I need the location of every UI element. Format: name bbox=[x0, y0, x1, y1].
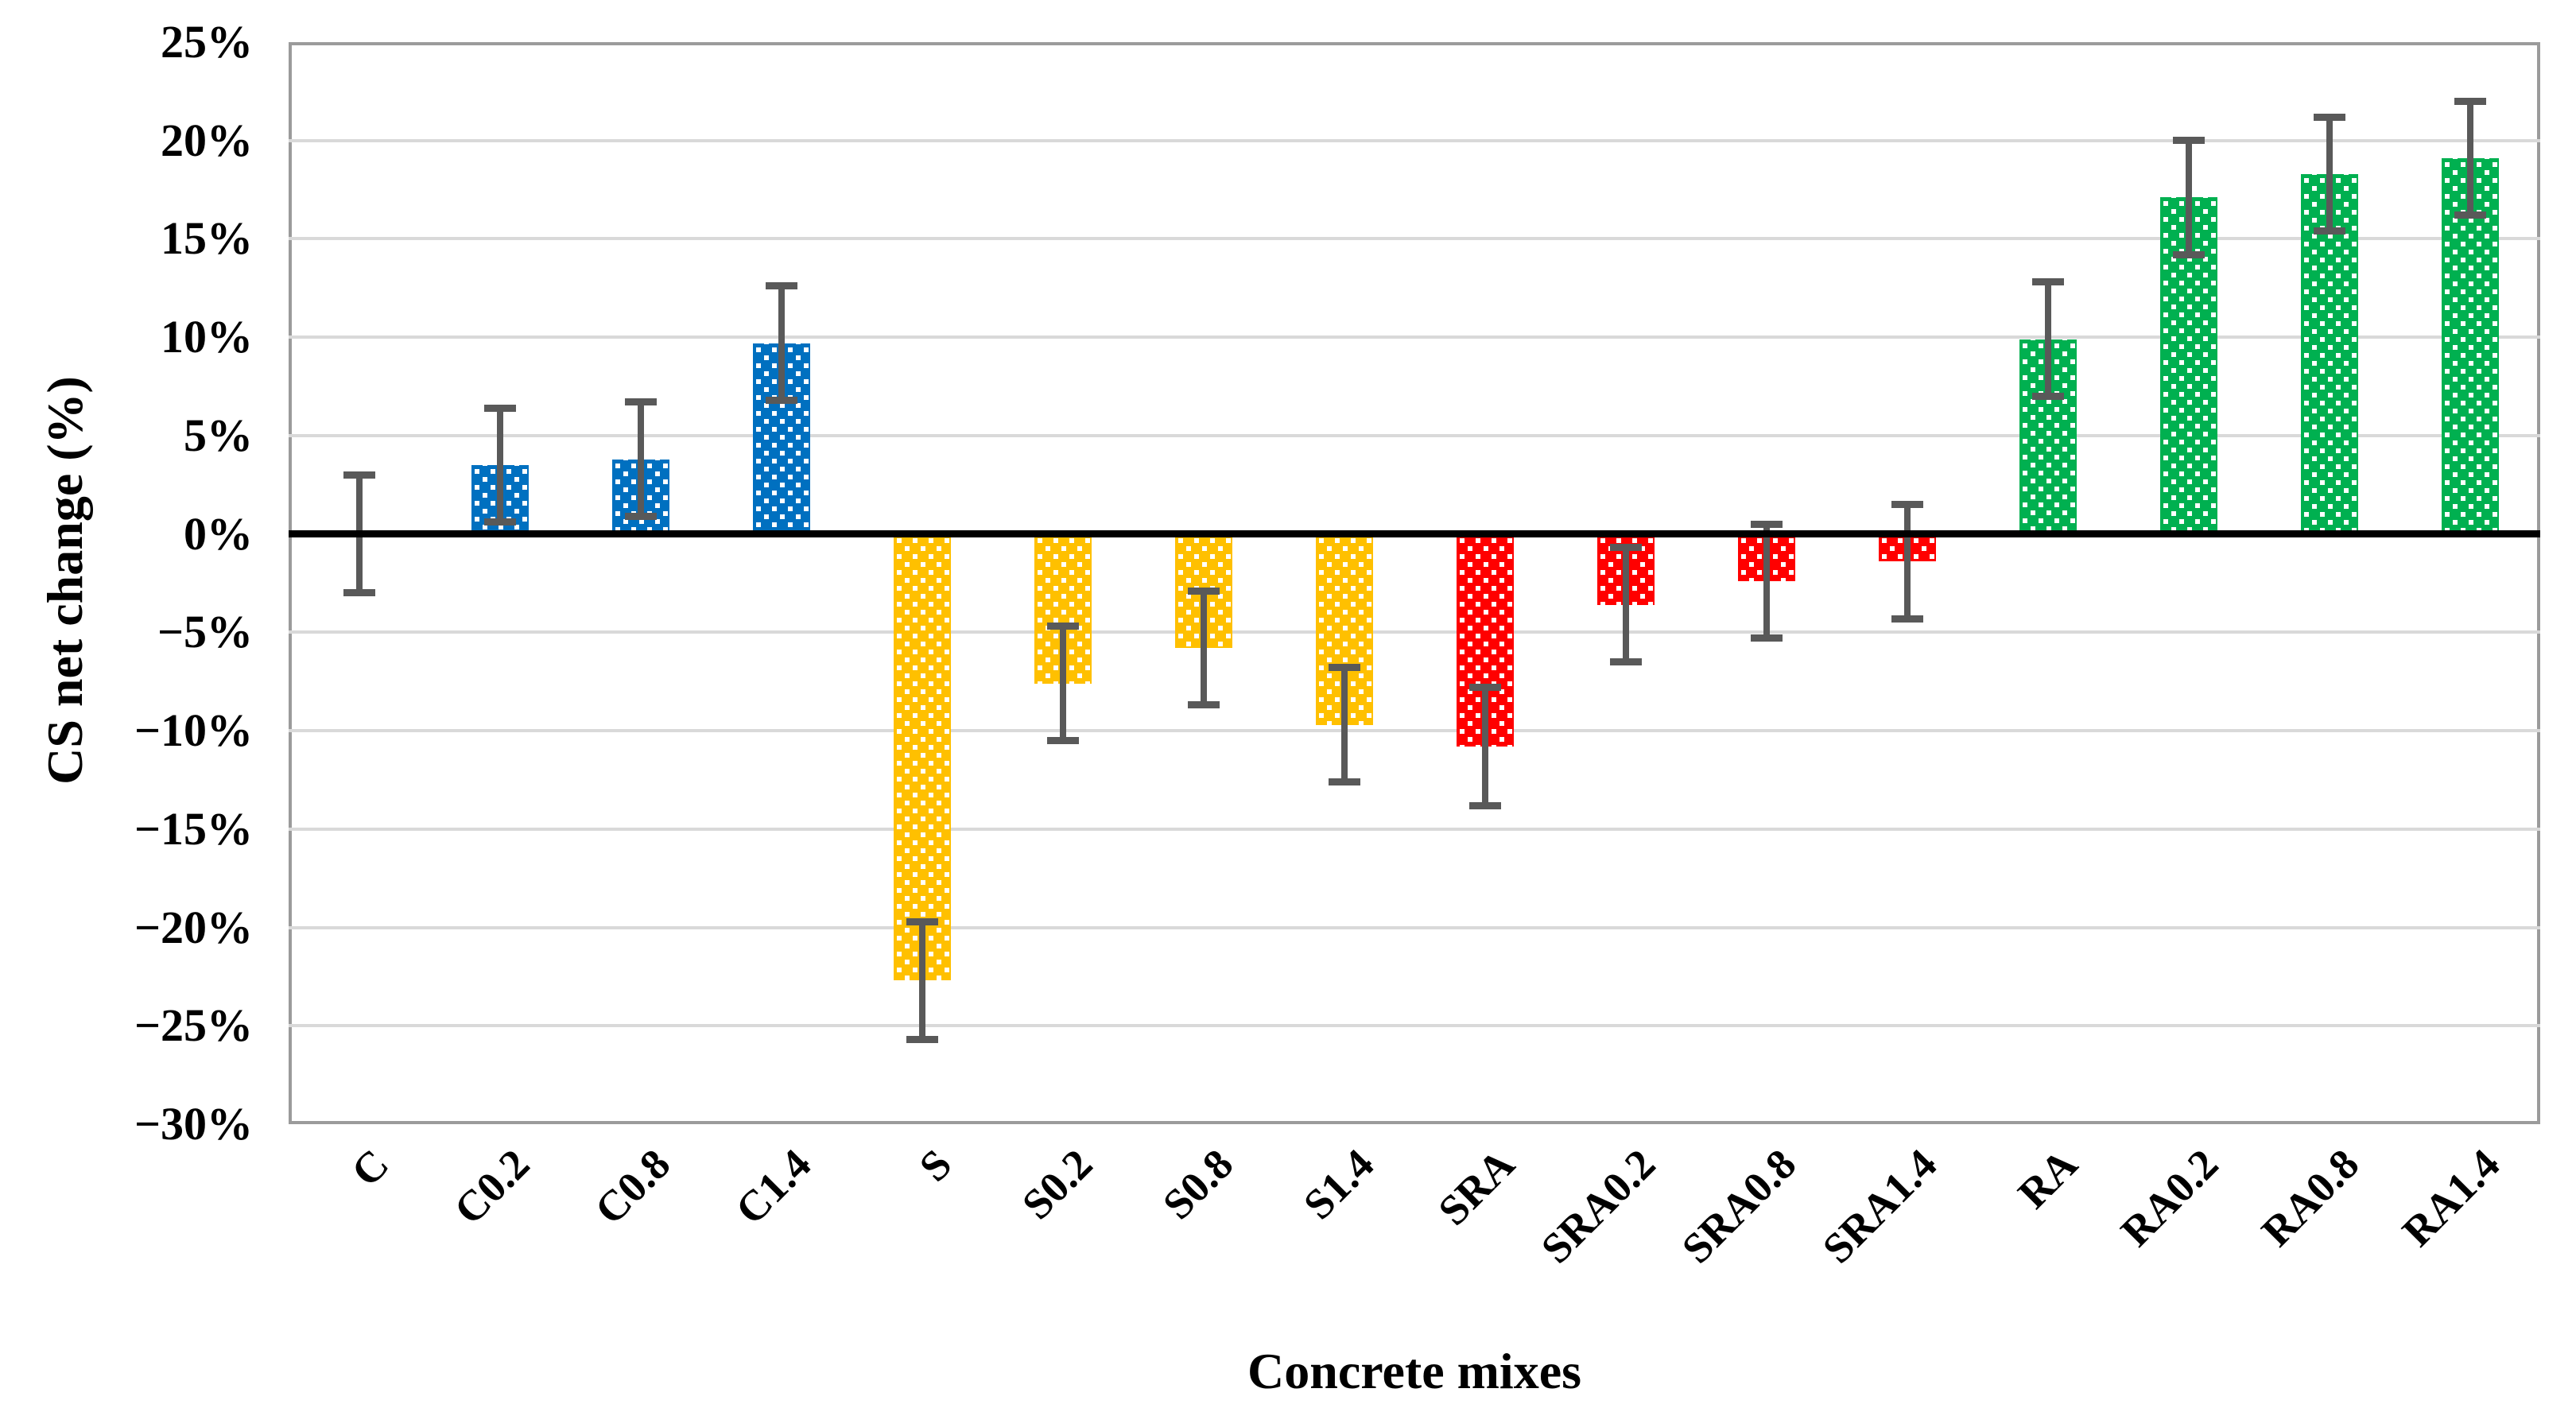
gridline--15 bbox=[289, 827, 2540, 831]
error-bar-cap-top-RA0.2 bbox=[2172, 137, 2205, 145]
error-bar-line-S bbox=[918, 921, 925, 1040]
gridline-15 bbox=[289, 237, 2540, 241]
y-tick-label: 10% bbox=[161, 311, 253, 363]
error-bar-cap-bottom-S bbox=[906, 1036, 938, 1044]
x-tick-label-C0.8: C0.8 bbox=[585, 1139, 679, 1234]
zero-axis-line bbox=[289, 530, 2540, 538]
error-bar-cap-top-SRA0.2 bbox=[1609, 544, 1642, 552]
error-bar-cap-top-RA bbox=[2031, 278, 2064, 286]
y-tick-label: −25% bbox=[134, 999, 253, 1052]
error-bar-cap-top-S1.4 bbox=[1328, 664, 1360, 672]
gridline-5 bbox=[289, 433, 2540, 437]
error-bar-cap-top-SRA bbox=[1468, 684, 1501, 692]
error-bar-cap-top-C bbox=[343, 471, 375, 479]
error-bar-line-SRA1.4 bbox=[1903, 504, 1911, 619]
y-tick-label: 0% bbox=[184, 507, 253, 560]
bar-S bbox=[893, 533, 951, 981]
x-tick-label-RA1.4: RA1.4 bbox=[2392, 1139, 2508, 1256]
error-bar-cap-top-RA1.4 bbox=[2454, 97, 2486, 105]
x-tick-label-SRA1.4: SRA1.4 bbox=[1813, 1139, 1946, 1273]
x-tick-label-SRA0.2: SRA0.2 bbox=[1531, 1139, 1664, 1273]
error-bar-line-SRA0.2 bbox=[1622, 547, 1629, 662]
error-bar-cap-bottom-S0.8 bbox=[1187, 701, 1220, 709]
error-bar-line-SRA bbox=[1481, 687, 1488, 806]
error-bar-cap-bottom-SRA0.8 bbox=[1750, 634, 1783, 642]
y-tick-label: 15% bbox=[161, 212, 253, 265]
y-tick-label: 25% bbox=[161, 16, 253, 68]
x-tick-label-S1.4: S1.4 bbox=[1294, 1139, 1383, 1229]
bar-RA1.4 bbox=[2441, 157, 2499, 534]
error-bar-cap-bottom-RA0.8 bbox=[2313, 227, 2345, 235]
error-bar-cap-top-S0.2 bbox=[1046, 623, 1079, 630]
error-bar-cap-top-C0.8 bbox=[624, 398, 657, 406]
bar-C1.4 bbox=[752, 343, 810, 534]
x-tick-label-S0.2: S0.2 bbox=[1012, 1139, 1101, 1229]
error-bar-cap-top-C1.4 bbox=[765, 282, 797, 290]
error-bar-cap-bottom-RA bbox=[2031, 392, 2064, 400]
error-bar-line-S0.2 bbox=[1059, 626, 1066, 741]
y-tick-label: −20% bbox=[134, 901, 253, 953]
x-tick-label-RA: RA bbox=[2008, 1139, 2086, 1218]
error-bar-cap-bottom-SRA bbox=[1468, 801, 1501, 809]
error-bar-cap-top-S bbox=[906, 917, 938, 925]
x-axis-title: Concrete mixes bbox=[1247, 1343, 1581, 1399]
x-tick-label-S0.8: S0.8 bbox=[1153, 1139, 1242, 1229]
error-bar-cap-bottom-C1.4 bbox=[765, 396, 797, 404]
y-tick-label: −30% bbox=[134, 1098, 253, 1150]
gridline--5 bbox=[289, 630, 2540, 634]
error-bar-line-C0.2 bbox=[496, 408, 503, 522]
error-bar-line-RA1.4 bbox=[2466, 101, 2473, 215]
error-bar-cap-top-SRA0.8 bbox=[1750, 520, 1783, 528]
error-bar-cap-bottom-RA0.2 bbox=[2172, 250, 2205, 258]
gridline-20 bbox=[289, 138, 2540, 142]
x-tick-label-RA0.2: RA0.2 bbox=[2111, 1139, 2227, 1256]
x-tick-label-C0.2: C0.2 bbox=[444, 1139, 538, 1234]
y-tick-label: 5% bbox=[184, 409, 253, 461]
error-bar-line-RA0.2 bbox=[2185, 140, 2192, 255]
gridline--10 bbox=[289, 729, 2540, 733]
gridline--20 bbox=[289, 925, 2540, 929]
y-tick-label: 20% bbox=[161, 114, 253, 166]
error-bar-cap-bottom-SRA1.4 bbox=[1891, 615, 1923, 623]
error-bar-line-S1.4 bbox=[1340, 667, 1348, 782]
x-tick-label-C: C bbox=[341, 1139, 398, 1196]
error-bar-cap-bottom-C0.8 bbox=[624, 512, 657, 520]
gridline-10 bbox=[289, 336, 2540, 339]
error-bar-line-S0.8 bbox=[1200, 591, 1207, 705]
error-bar-line-C0.8 bbox=[637, 401, 644, 517]
x-tick-label-S: S bbox=[910, 1139, 960, 1191]
error-bar-cap-bottom-SRA0.2 bbox=[1609, 657, 1642, 665]
error-bar-line-RA0.8 bbox=[2326, 117, 2333, 231]
y-tick-label: −10% bbox=[134, 704, 253, 757]
x-tick-label-C1.4: C1.4 bbox=[726, 1139, 820, 1234]
error-bar-line-RA bbox=[2044, 281, 2051, 397]
error-bar-line-SRA0.8 bbox=[1763, 524, 1770, 638]
error-bar-cap-top-RA0.8 bbox=[2313, 113, 2345, 121]
error-bar-cap-bottom-S0.2 bbox=[1046, 736, 1079, 744]
error-bar-cap-top-SRA1.4 bbox=[1891, 501, 1923, 509]
y-tick-label: −15% bbox=[134, 802, 253, 855]
error-bar-line-C1.4 bbox=[778, 285, 785, 401]
error-bar-cap-top-C0.2 bbox=[483, 404, 516, 412]
y-tick-label: −5% bbox=[157, 606, 253, 658]
x-tick-label-SRA0.8: SRA0.8 bbox=[1672, 1139, 1805, 1273]
x-tick-label-RA0.8: RA0.8 bbox=[2252, 1139, 2368, 1256]
error-bar-cap-top-S0.8 bbox=[1187, 587, 1220, 595]
error-bar-cap-bottom-S1.4 bbox=[1328, 778, 1360, 785]
error-bar-cap-bottom-C bbox=[343, 589, 375, 597]
gridline--25 bbox=[289, 1024, 2540, 1028]
error-bar-cap-bottom-C0.2 bbox=[483, 518, 516, 526]
x-tick-label-SRA: SRA bbox=[1428, 1139, 1523, 1235]
error-bar-cap-bottom-RA1.4 bbox=[2454, 211, 2486, 219]
